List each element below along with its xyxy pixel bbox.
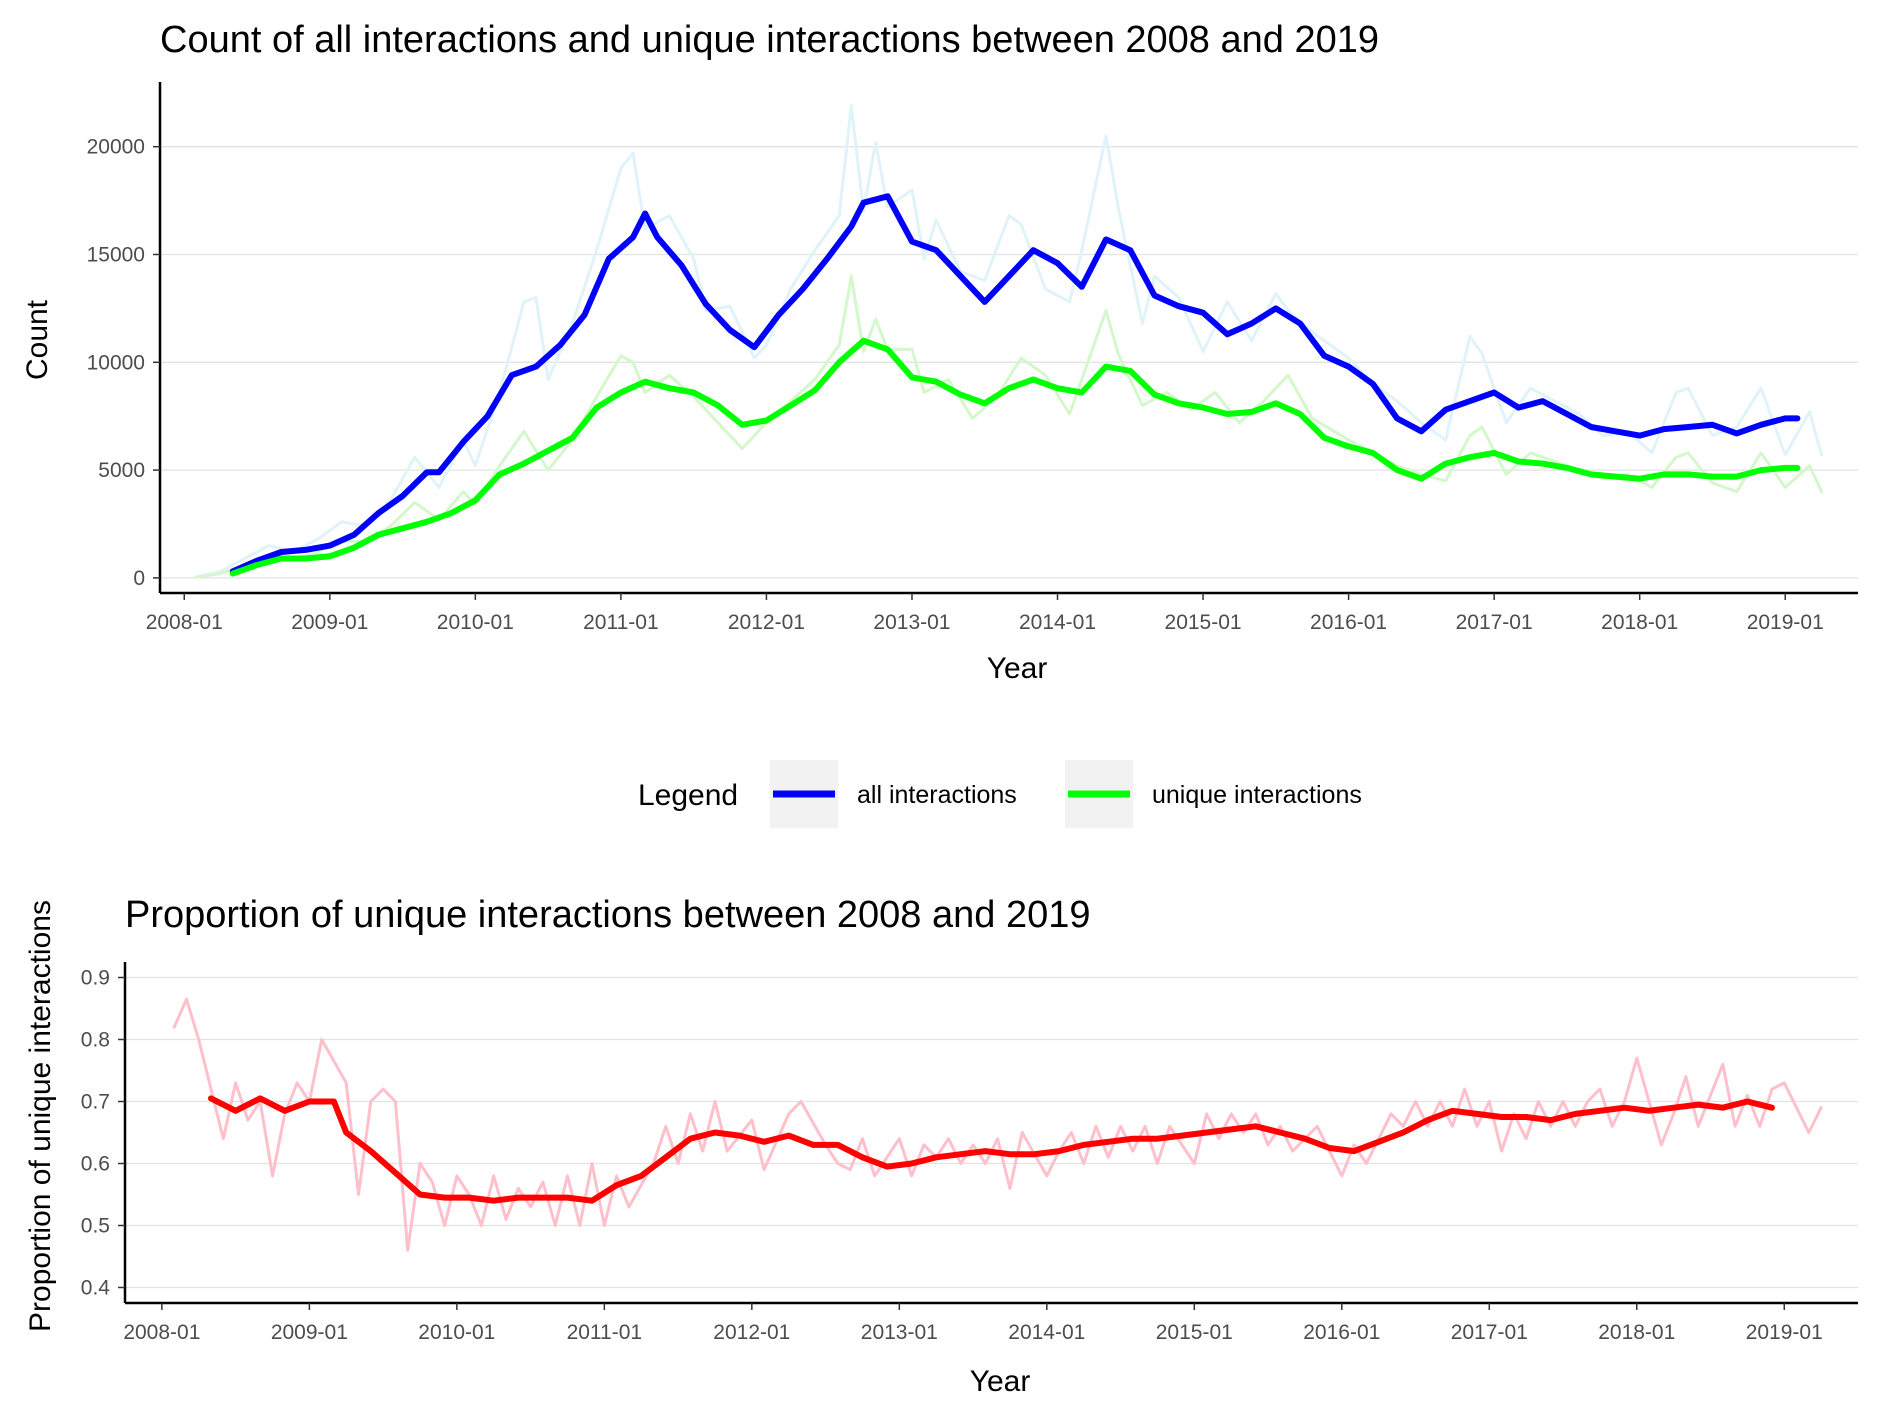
count-x-tick-label: 2017-01 xyxy=(1456,611,1533,634)
count-all-interactions-smoothed-line xyxy=(229,193,1801,575)
count-y-tick-label: 20000 xyxy=(87,136,145,159)
proportion-x-tick-label: 2014-01 xyxy=(1008,1321,1085,1344)
proportion-proportion-smoothed-line xyxy=(208,1095,1775,1204)
count-chart: Count of all interactions and unique int… xyxy=(21,19,1858,685)
proportion-proportion-raw-line xyxy=(172,997,1823,1252)
count-x-tick-label: 2012-01 xyxy=(728,611,805,634)
count-chart-axes xyxy=(158,82,1858,595)
count-y-tick-label: 0 xyxy=(133,567,145,590)
proportion-y-tick-label: 0.5 xyxy=(81,1215,110,1238)
proportion-x-tick-label: 2008-01 xyxy=(123,1321,200,1344)
proportion-chart-smoothed-lines xyxy=(208,1095,1775,1204)
count-x-tick-label: 2016-01 xyxy=(1310,611,1387,634)
proportion-chart-y-ticks: 0.4 0.5 0.6 0.7 0.8 0.9 xyxy=(81,967,125,1300)
count-chart-y-axis-title: Count xyxy=(21,299,54,380)
proportion-x-tick-label: 2010-01 xyxy=(418,1321,495,1344)
count-y-tick-label: 15000 xyxy=(87,243,145,266)
count-all-interactions-raw-line xyxy=(194,104,1824,579)
count-x-tick-label: 2019-01 xyxy=(1747,611,1824,634)
legend-label-all-interactions: all interactions xyxy=(857,781,1017,809)
count-x-tick-label: 2008-01 xyxy=(146,611,223,634)
count-x-tick-label: 2010-01 xyxy=(437,611,514,634)
proportion-chart-title: Proportion of unique interactions betwee… xyxy=(125,894,1091,936)
count-chart-title: Count of all interactions and unique int… xyxy=(160,19,1379,61)
proportion-y-tick-label: 0.6 xyxy=(81,1153,110,1176)
proportion-x-tick-label: 2009-01 xyxy=(271,1321,348,1344)
count-chart-x-axis-title: Year xyxy=(987,652,1048,685)
proportion-y-tick-label: 0.4 xyxy=(81,1277,111,1300)
proportion-x-tick-label: 2012-01 xyxy=(713,1321,790,1344)
proportion-x-tick-label: 2013-01 xyxy=(861,1321,938,1344)
legend-title: Legend xyxy=(638,779,738,812)
proportion-y-tick-label: 0.8 xyxy=(81,1029,110,1052)
proportion-x-tick-label: 2011-01 xyxy=(567,1321,643,1344)
count-chart-raw-lines xyxy=(194,104,1824,579)
proportion-chart-gridlines xyxy=(125,976,1858,1289)
count-x-tick-label: 2009-01 xyxy=(291,611,368,634)
proportion-x-tick-label: 2016-01 xyxy=(1303,1321,1380,1344)
count-y-tick-label: 10000 xyxy=(87,351,145,374)
proportion-chart-axes xyxy=(123,962,1858,1305)
proportion-chart-y-axis-title: Proportion of unique interactions xyxy=(24,900,57,1332)
proportion-y-tick-label: 0.7 xyxy=(81,1091,110,1114)
count-chart-gridlines xyxy=(160,146,1858,579)
proportion-y-tick-label: 0.9 xyxy=(81,967,110,990)
proportion-x-tick-label: 2019-01 xyxy=(1746,1321,1823,1344)
count-unique-interactions-raw-line xyxy=(194,274,1824,579)
count-x-tick-label: 2014-01 xyxy=(1019,611,1096,634)
proportion-chart-x-ticks: 2008-01 2009-01 2010-01 2011-01 2012-01 2013-… xyxy=(123,1303,1823,1344)
legend: Legend all interactions unique interacti… xyxy=(638,760,1362,828)
proportion-chart-raw-lines xyxy=(172,997,1823,1252)
count-chart-y-ticks: 0 5000 10000 15000 20000 xyxy=(87,136,160,590)
count-unique-interactions-smoothed-line xyxy=(229,337,1801,577)
proportion-x-tick-label: 2017-01 xyxy=(1451,1321,1528,1344)
proportion-chart-x-axis-title: Year xyxy=(970,1365,1031,1398)
count-x-tick-label: 2013-01 xyxy=(873,611,950,634)
count-x-tick-label: 2018-01 xyxy=(1601,611,1678,634)
count-chart-x-ticks: 2008-01 2009-01 2010-01 2011-01 2012-01 2013-… xyxy=(146,593,1824,634)
proportion-x-tick-label: 2018-01 xyxy=(1598,1321,1675,1344)
proportion-chart: Proportion of unique interactions betwee… xyxy=(24,894,1858,1398)
count-x-tick-label: 2011-01 xyxy=(583,611,659,634)
count-chart-smoothed-lines xyxy=(229,193,1801,577)
count-y-tick-label: 5000 xyxy=(98,459,145,482)
legend-label-unique-interactions: unique interactions xyxy=(1152,781,1362,809)
count-x-tick-label: 2015-01 xyxy=(1165,611,1242,634)
proportion-x-tick-label: 2015-01 xyxy=(1156,1321,1233,1344)
